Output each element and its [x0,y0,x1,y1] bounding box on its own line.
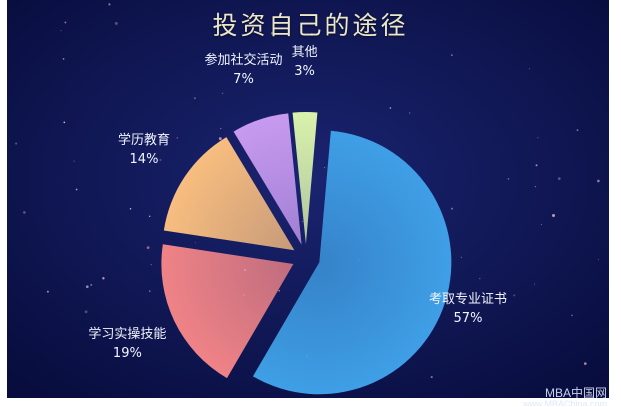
slice-category: 学历教育 [117,132,171,148]
star-dot [315,16,318,19]
star-dot [310,33,314,36]
star-dot [430,376,433,379]
pie-slice-1 [252,130,452,395]
slice-percent: 57% [453,311,483,327]
star-dot [557,177,561,180]
star-dot [479,277,481,280]
slice-percent: 14% [129,151,159,167]
star-dot [129,207,132,210]
star-dot [451,54,453,56]
pie-slice-5 [292,112,318,244]
star-dot [583,362,587,365]
slice-percent: 19% [112,345,142,361]
slice-category: 其他 [291,45,318,60]
star-dot [23,211,26,214]
star-dot [146,246,150,249]
watermark-url: www.MBAChina.com [522,399,607,406]
star-dot [409,112,411,114]
star-dot [339,12,342,15]
pie-slice-3 [163,137,295,251]
star-dot [507,178,510,180]
star-dot [159,159,162,161]
star-dot [108,3,111,6]
star-dot [193,97,196,100]
star-dot [537,137,539,139]
chart-title: 投资自己的途径 [212,11,409,40]
star-dot [176,137,178,139]
star-dot [62,58,65,60]
star-dot [194,242,196,244]
star-dot [60,29,62,32]
star-dot [64,21,67,24]
star-dot [271,31,275,35]
star-dot [534,185,537,188]
star-dot [571,314,573,317]
star-dot [84,310,88,314]
star-dot [150,264,152,266]
star-dot [149,290,151,292]
star-dot [47,290,49,293]
slice-percent: 3% [294,64,315,79]
star-dot [533,283,535,285]
star-dot [114,21,118,25]
slice-label-1: 考取专业证书 57% [429,290,507,328]
star-dot [552,214,555,217]
star-dot [147,325,149,327]
pie-slice-4 [233,113,302,245]
star-dot [63,121,66,124]
star-dot [303,23,306,25]
star-dot [597,179,600,183]
star-dot [220,127,222,130]
star-dot [513,294,516,297]
star-dot [389,107,392,109]
star-dot [15,142,18,145]
watermark: MBA中国网 www.MBAChina.com [522,386,607,406]
star-dot [451,207,453,210]
slice-category: 参加社交活动 [204,53,283,69]
star-dot [540,224,542,225]
pie-slices [161,112,452,395]
star-dot [597,259,599,261]
star-dot [529,68,530,70]
star-dot [90,283,93,286]
star-dot [102,277,105,280]
star-dot [73,160,75,162]
slice-label-3: 学历教育 14% [118,131,170,169]
star-dot [278,289,280,292]
star-dot [218,137,222,141]
slice-percent: 7% [233,72,254,88]
star-dot [85,285,89,289]
star-dot [460,256,462,258]
star-dot [221,92,224,95]
slice-label-4: 参加社交活动 7% [204,51,282,89]
star-dot [148,215,151,218]
star-dot [330,23,333,26]
star-dot [576,129,579,131]
slice-category: 考取专业证书 [428,292,508,308]
pie-slice-2 [161,244,294,379]
slice-label-2: 学习实操技能 19% [88,325,166,363]
slice-category: 学习实操技能 [88,326,167,342]
star-dot [75,188,78,191]
star-dot [324,167,326,169]
star-dot [301,221,303,223]
slice-label-5: 其他 3% [292,43,318,81]
watermark-name: MBA中国网 [544,386,607,400]
star-dot [535,164,538,167]
